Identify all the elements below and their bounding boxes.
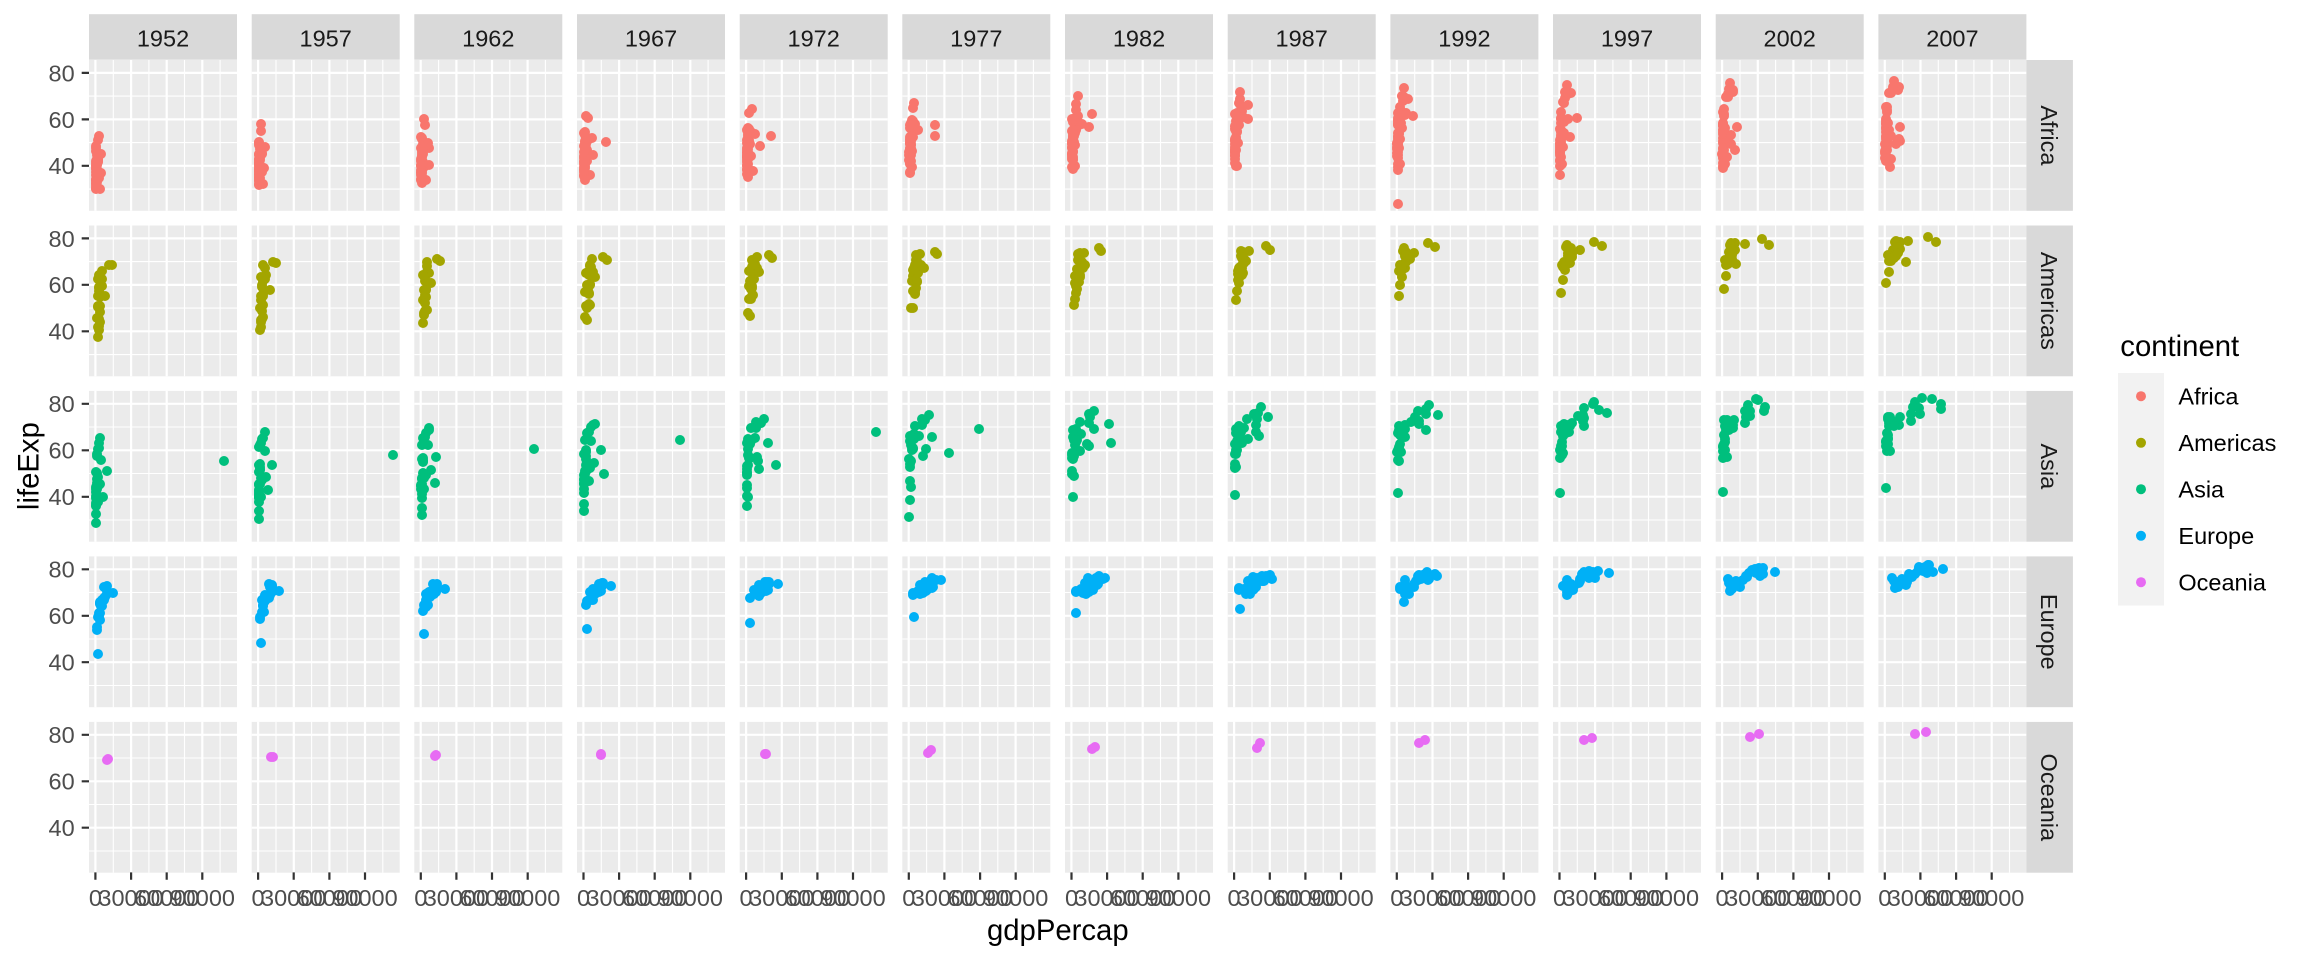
svg-text:40: 40 <box>49 484 75 510</box>
svg-text:30000: 30000 <box>1400 885 1465 911</box>
svg-text:90000: 90000 <box>1471 885 1536 911</box>
svg-text:30000: 30000 <box>1074 885 1139 911</box>
svg-text:0: 0 <box>902 885 915 911</box>
svg-text:30000: 30000 <box>586 885 651 911</box>
svg-text:0: 0 <box>1878 885 1891 911</box>
svg-text:Europe: Europe <box>2036 594 2062 670</box>
svg-text:60: 60 <box>49 769 75 795</box>
svg-text:lifeExp: lifeExp <box>13 422 46 510</box>
svg-text:0: 0 <box>252 885 265 911</box>
svg-text:2007: 2007 <box>1926 25 1978 51</box>
svg-text:Americas: Americas <box>2036 252 2062 350</box>
svg-text:Africa: Africa <box>2036 105 2062 166</box>
svg-text:1962: 1962 <box>462 25 514 51</box>
svg-text:1997: 1997 <box>1601 25 1653 51</box>
svg-text:1967: 1967 <box>625 25 677 51</box>
svg-text:Oceania: Oceania <box>2036 754 2062 842</box>
svg-text:0: 0 <box>414 885 427 911</box>
svg-text:60000: 60000 <box>1110 885 1175 911</box>
svg-text:30000: 30000 <box>424 885 489 911</box>
svg-text:30000: 30000 <box>1725 885 1790 911</box>
svg-text:40: 40 <box>49 650 75 676</box>
svg-text:gdpPercap: gdpPercap <box>987 914 1129 947</box>
svg-text:60: 60 <box>49 107 75 133</box>
svg-text:0: 0 <box>1390 885 1403 911</box>
svg-text:30000: 30000 <box>1237 885 1302 911</box>
svg-text:90000: 90000 <box>332 885 397 911</box>
svg-text:1957: 1957 <box>300 25 352 51</box>
svg-text:0: 0 <box>89 885 102 911</box>
svg-text:Europe: Europe <box>2178 523 2254 549</box>
svg-text:60000: 60000 <box>947 885 1012 911</box>
svg-text:2002: 2002 <box>1764 25 1816 51</box>
svg-text:continent: continent <box>2120 330 2239 363</box>
svg-text:90000: 90000 <box>1308 885 1373 911</box>
svg-text:1952: 1952 <box>137 25 189 51</box>
svg-text:60: 60 <box>49 272 75 298</box>
svg-text:30000: 30000 <box>1562 885 1627 911</box>
svg-text:Asia: Asia <box>2036 443 2062 490</box>
svg-text:1977: 1977 <box>950 25 1002 51</box>
svg-text:0: 0 <box>1553 885 1566 911</box>
svg-text:80: 80 <box>49 722 75 748</box>
svg-text:60000: 60000 <box>297 885 362 911</box>
svg-text:90000: 90000 <box>820 885 885 911</box>
svg-text:80: 80 <box>49 391 75 417</box>
svg-text:90000: 90000 <box>983 885 1048 911</box>
svg-text:40: 40 <box>49 319 75 345</box>
svg-text:90000: 90000 <box>658 885 723 911</box>
svg-text:40: 40 <box>49 153 75 179</box>
svg-text:30000: 30000 <box>749 885 814 911</box>
svg-text:0: 0 <box>740 885 753 911</box>
svg-text:0: 0 <box>1065 885 1078 911</box>
svg-text:90000: 90000 <box>1796 885 1861 911</box>
svg-text:Americas: Americas <box>2178 430 2276 456</box>
svg-text:60000: 60000 <box>622 885 687 911</box>
svg-text:0: 0 <box>1228 885 1241 911</box>
svg-text:60: 60 <box>49 603 75 629</box>
svg-text:60000: 60000 <box>1761 885 1826 911</box>
svg-text:80: 80 <box>49 226 75 252</box>
svg-text:30000: 30000 <box>261 885 326 911</box>
svg-text:60: 60 <box>49 438 75 464</box>
svg-text:90000: 90000 <box>1146 885 1211 911</box>
svg-text:1992: 1992 <box>1438 25 1490 51</box>
svg-text:90000: 90000 <box>170 885 235 911</box>
svg-text:90000: 90000 <box>1634 885 1699 911</box>
svg-text:60000: 60000 <box>1435 885 1500 911</box>
svg-text:60000: 60000 <box>459 885 524 911</box>
svg-text:60000: 60000 <box>1598 885 1663 911</box>
svg-text:Asia: Asia <box>2178 477 2225 503</box>
svg-text:30000: 30000 <box>912 885 977 911</box>
svg-text:1972: 1972 <box>788 25 840 51</box>
svg-text:60000: 60000 <box>134 885 199 911</box>
svg-text:0: 0 <box>577 885 590 911</box>
svg-text:60000: 60000 <box>785 885 850 911</box>
svg-text:30000: 30000 <box>98 885 163 911</box>
svg-text:Africa: Africa <box>2178 384 2239 410</box>
svg-text:1987: 1987 <box>1276 25 1328 51</box>
svg-text:80: 80 <box>49 60 75 86</box>
svg-text:60000: 60000 <box>1273 885 1338 911</box>
svg-text:1982: 1982 <box>1113 25 1165 51</box>
svg-text:90000: 90000 <box>1959 885 2024 911</box>
svg-text:30000: 30000 <box>1888 885 1953 911</box>
svg-text:40: 40 <box>49 815 75 841</box>
svg-text:60000: 60000 <box>1923 885 1988 911</box>
svg-text:Oceania: Oceania <box>2178 570 2266 596</box>
svg-text:0: 0 <box>1716 885 1729 911</box>
svg-text:90000: 90000 <box>495 885 560 911</box>
svg-text:80: 80 <box>49 557 75 583</box>
